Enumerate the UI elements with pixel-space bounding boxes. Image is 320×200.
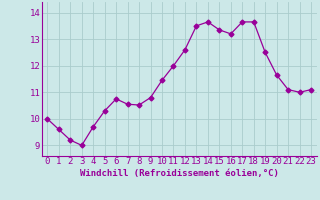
X-axis label: Windchill (Refroidissement éolien,°C): Windchill (Refroidissement éolien,°C) (80, 169, 279, 178)
